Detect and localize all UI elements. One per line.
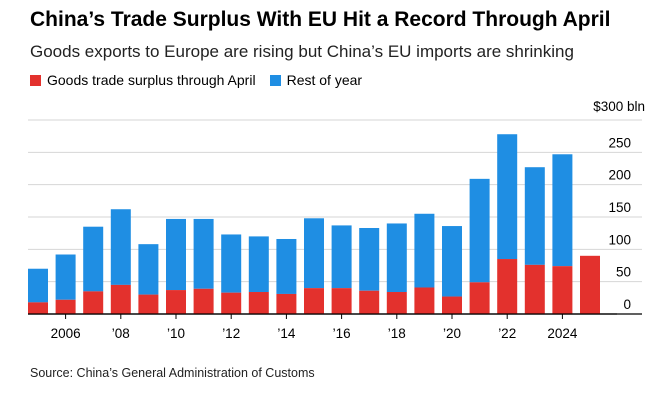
bar-rest-of-year <box>221 234 242 293</box>
bar-rest-of-year <box>83 226 104 292</box>
y-tick-label: 100 <box>608 232 631 247</box>
bar-rest-of-year <box>28 268 48 303</box>
bar-rest-of-year <box>359 227 380 291</box>
x-tick-label: ’14 <box>277 326 296 341</box>
bar-surplus <box>166 290 186 314</box>
legend-swatch-rest <box>269 74 281 86</box>
bar-rest-of-year <box>110 209 131 285</box>
x-tick-label: ’16 <box>333 326 351 341</box>
bar-surplus <box>414 287 435 314</box>
bar-surplus <box>359 290 380 314</box>
bar-rest-of-year <box>248 236 269 293</box>
legend-item-rest: Rest of year <box>269 72 363 88</box>
bar-surplus <box>386 292 407 314</box>
bar-surplus <box>83 291 104 314</box>
bar-surplus <box>55 299 76 314</box>
bar-surplus <box>442 296 462 314</box>
bar-surplus <box>331 288 352 314</box>
bars <box>28 134 600 314</box>
bar-rest-of-year <box>469 178 490 283</box>
y-unit-label: $300 bln <box>593 99 645 114</box>
legend-swatch-surplus <box>30 74 41 86</box>
bar-surplus <box>469 282 490 314</box>
legend: Goods trade surplus through April Rest o… <box>30 72 362 88</box>
bar-rest-of-year <box>331 225 352 289</box>
bar-rest-of-year <box>552 154 573 267</box>
legend-label-surplus: Goods trade surplus through April <box>47 72 256 88</box>
y-tick-label: 0 <box>623 297 631 312</box>
bar-rest-of-year <box>304 218 324 289</box>
x-tick-label: ’08 <box>112 326 130 341</box>
x-tick-label: ’12 <box>222 326 240 341</box>
bar-rest-of-year <box>497 134 518 260</box>
bar-surplus <box>304 288 324 314</box>
bar-rest-of-year <box>193 218 214 289</box>
bar-rest-of-year <box>414 213 435 288</box>
bar-surplus <box>276 293 297 314</box>
bar-surplus <box>28 302 48 314</box>
bar-surplus <box>138 294 159 314</box>
chart-title: China’s Trade Surplus With EU Hit a Reco… <box>30 8 611 31</box>
x-tick-label: ’20 <box>443 326 461 341</box>
chart-subtitle: Goods exports to Europe are rising but C… <box>30 42 574 61</box>
x-tick-label: 2024 <box>547 326 578 341</box>
bar-rest-of-year <box>386 223 407 293</box>
legend-item-surplus: Goods trade surplus through April <box>30 72 256 88</box>
source-note: Source: China’s General Administration o… <box>30 366 315 380</box>
x-tick-label: ’22 <box>498 326 516 341</box>
x-tick-label: ’18 <box>388 326 406 341</box>
bar-surplus <box>552 266 573 314</box>
y-tick-label: 250 <box>608 135 631 150</box>
bar-surplus <box>248 292 269 314</box>
y-tick-label: 150 <box>608 200 631 215</box>
bar-rest-of-year <box>166 218 186 291</box>
bar-surplus <box>110 284 131 314</box>
bar-rest-of-year <box>442 226 462 297</box>
bar-surplus <box>580 255 600 314</box>
legend-label-rest: Rest of year <box>286 72 363 88</box>
bar-rest-of-year <box>276 238 297 294</box>
bar-rest-of-year <box>138 244 159 295</box>
x-tick-label: ’10 <box>167 326 185 341</box>
bar-surplus <box>524 264 545 314</box>
bar-rest-of-year <box>524 167 545 265</box>
x-tick-label: 2006 <box>51 326 81 341</box>
bar-surplus <box>497 259 518 314</box>
y-tick-label: 200 <box>608 168 631 183</box>
y-tick-label: 50 <box>616 265 631 280</box>
bar-surplus <box>221 292 242 314</box>
bar-surplus <box>193 288 214 314</box>
bar-rest-of-year <box>55 254 76 300</box>
